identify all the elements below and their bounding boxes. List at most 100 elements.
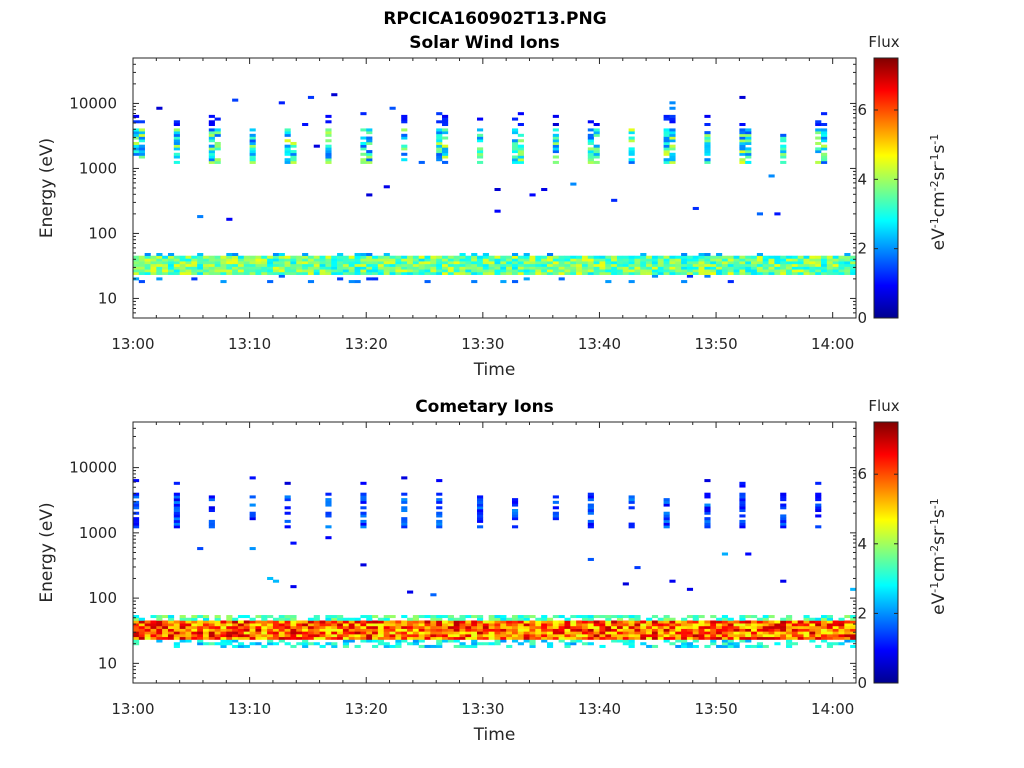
heatmap-cell <box>500 617 507 621</box>
heatmap-cell <box>506 263 513 267</box>
heatmap-cell <box>418 639 425 643</box>
heatmap-cell <box>366 631 373 635</box>
heatmap-cell <box>377 642 385 646</box>
heatmap-cell <box>815 131 822 135</box>
heatmap-cell <box>232 639 239 643</box>
heatmap-cell <box>173 131 180 135</box>
heatmap-cell <box>587 617 594 621</box>
heatmap-cell <box>255 261 262 265</box>
heatmap-cell <box>511 620 519 624</box>
heatmap-cell <box>220 623 227 627</box>
heatmap-cell <box>576 639 583 643</box>
heatmap-cell <box>237 644 245 648</box>
heatmap-cell <box>797 261 804 265</box>
heatmap-cell <box>576 269 583 273</box>
heatmap-cell <box>313 642 320 646</box>
heatmap-cell <box>721 631 729 635</box>
heatmap-cell <box>313 269 320 273</box>
heatmap-cell <box>436 634 443 638</box>
heatmap-cell <box>628 625 635 629</box>
heatmap-cell <box>780 506 787 510</box>
heatmap-cell <box>686 615 694 619</box>
heatmap-cell <box>616 261 624 265</box>
heatmap-cell <box>430 263 437 267</box>
heatmap-cell <box>616 634 624 638</box>
heatmap-cell <box>331 255 338 259</box>
heatmap-cell <box>267 636 274 640</box>
heatmap-cell <box>739 514 746 518</box>
heatmap-cell <box>663 271 670 275</box>
heatmap-cell <box>797 271 804 275</box>
heatmap-cell <box>360 258 367 262</box>
heatmap-cell <box>821 269 828 273</box>
heatmap-cell <box>663 147 670 151</box>
heatmap-cell <box>628 158 635 162</box>
heatmap-cell <box>208 128 215 132</box>
heatmap-cell <box>401 114 408 118</box>
heatmap-cell <box>377 628 385 632</box>
heatmap-cell <box>576 615 583 619</box>
heatmap-cell <box>418 269 425 273</box>
heatmap-cell <box>838 263 845 267</box>
heatmap-cell <box>821 160 828 164</box>
heatmap-cell <box>581 636 589 640</box>
heatmap-cell <box>628 150 635 154</box>
heatmap-cell <box>185 625 192 629</box>
heatmap-cell <box>529 639 536 643</box>
heatmap-cell <box>675 620 682 624</box>
heatmap-cell <box>232 628 239 632</box>
heatmap-cell <box>587 506 594 510</box>
heatmap-cell <box>681 634 688 638</box>
heatmap-cell <box>249 266 256 270</box>
heatmap-cell <box>307 269 315 273</box>
heatmap-cell <box>599 636 606 640</box>
heatmap-cell <box>780 495 787 499</box>
heatmap-cell <box>774 642 781 646</box>
heatmap-cell <box>698 266 705 270</box>
heatmap-cell <box>360 525 367 529</box>
heatmap-cell <box>197 255 204 259</box>
heatmap-cell <box>570 261 577 265</box>
heatmap-cell <box>436 136 443 140</box>
colorbar-title: Flux <box>868 33 899 51</box>
heatmap-cell <box>535 623 542 627</box>
heatmap-cell <box>138 152 145 156</box>
heatmap-cell <box>447 258 454 262</box>
heatmap-cell <box>179 266 186 270</box>
heatmap-cell <box>191 636 198 640</box>
heatmap-cell <box>477 136 484 140</box>
heatmap-cell <box>651 271 659 275</box>
heatmap-cell <box>511 280 519 284</box>
heatmap-cell <box>267 255 274 259</box>
heatmap-cell <box>710 261 717 265</box>
heatmap-cell <box>401 476 408 480</box>
heatmap-cell <box>313 255 320 259</box>
heatmap-cell <box>162 634 169 638</box>
heatmap-cell <box>226 269 233 273</box>
heatmap-cell <box>511 628 519 632</box>
heatmap-cell <box>646 266 653 270</box>
heatmap-cell <box>150 620 157 624</box>
heatmap-cell <box>558 631 565 635</box>
heatmap-cell <box>739 506 746 510</box>
heatmap-cell <box>261 258 268 262</box>
heatmap-cell <box>278 263 285 267</box>
heatmap-cell <box>401 133 408 137</box>
heatmap-cell <box>622 631 629 635</box>
heatmap-cell <box>593 266 600 270</box>
heatmap-cell <box>774 628 781 632</box>
heatmap-cell <box>815 625 822 629</box>
heatmap-cell <box>686 261 694 265</box>
heatmap-cell <box>372 277 379 281</box>
heatmap-cell <box>692 644 699 648</box>
heatmap-cell <box>133 631 140 635</box>
heatmap-cell <box>482 253 489 257</box>
heatmap-cell <box>447 636 454 640</box>
heatmap-cell <box>780 579 787 583</box>
heatmap-cell <box>739 634 746 638</box>
heatmap-cell <box>337 615 344 619</box>
heatmap-cell <box>815 271 822 275</box>
heatmap-cell <box>599 620 606 624</box>
heatmap-cell <box>173 634 180 638</box>
heatmap-cell <box>517 615 524 619</box>
